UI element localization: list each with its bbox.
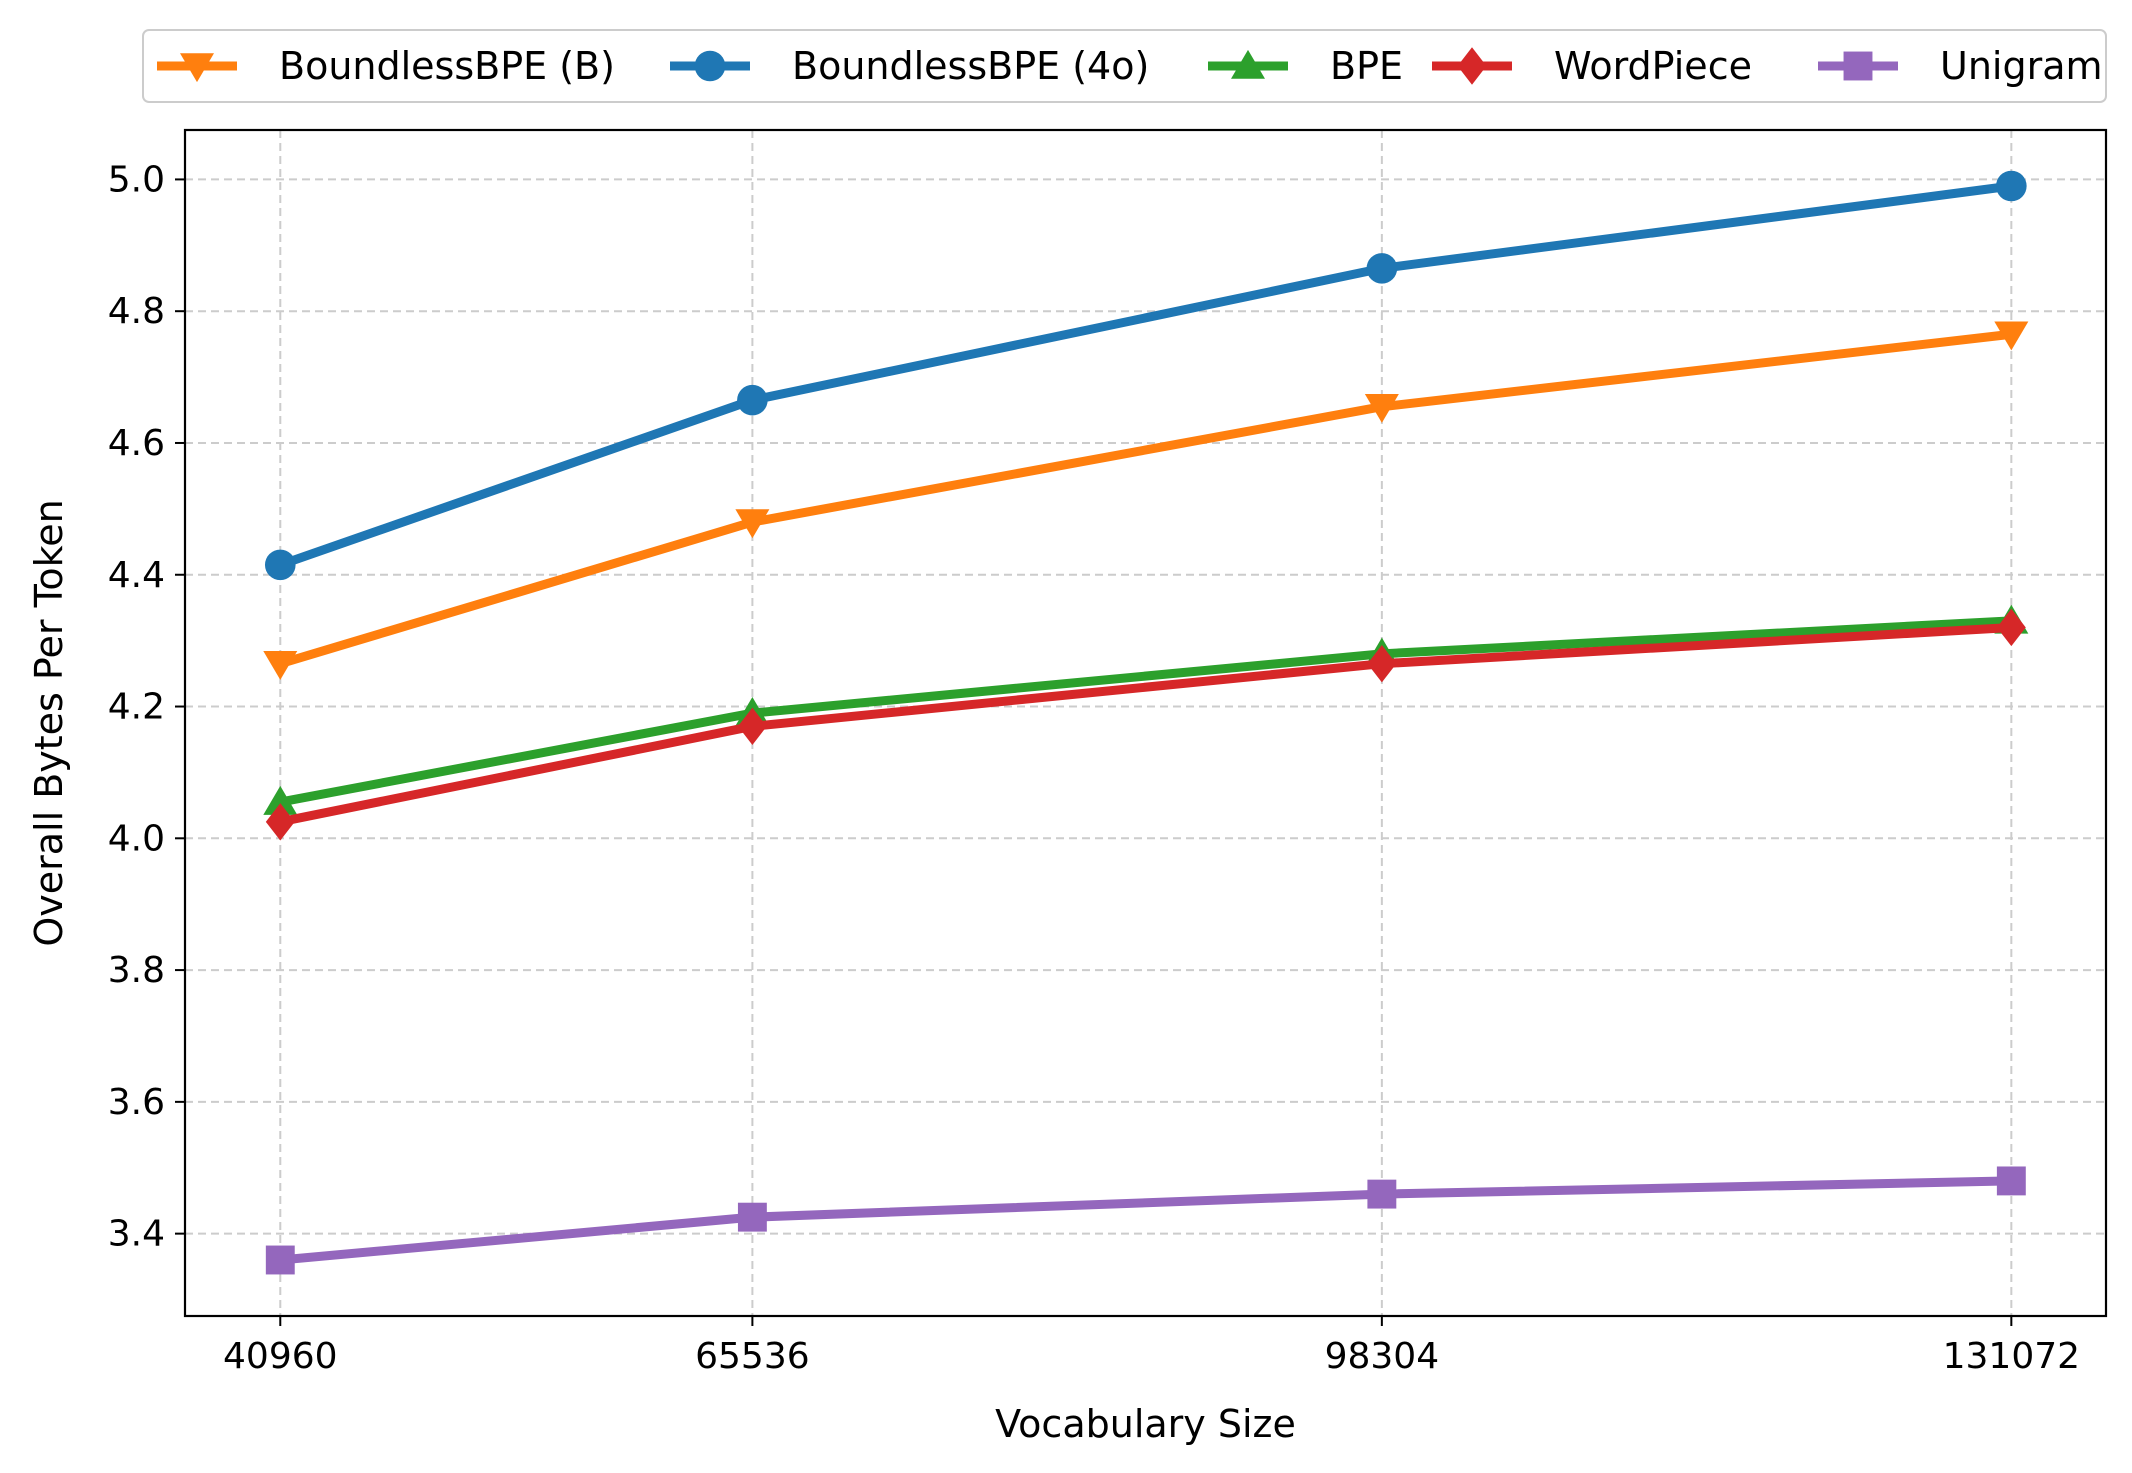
y-tick-label: 4.8 bbox=[108, 291, 165, 332]
legend-marker bbox=[180, 53, 214, 83]
data-point bbox=[265, 1245, 295, 1275]
legend-label: BoundlessBPE (4o) bbox=[792, 44, 1149, 88]
y-tick-label: 3.6 bbox=[108, 1082, 165, 1123]
x-axis-label: Vocabulary Size bbox=[995, 1402, 1296, 1446]
data-point bbox=[737, 1202, 767, 1232]
data-point bbox=[735, 509, 770, 539]
data-point bbox=[737, 384, 768, 416]
data-point bbox=[1996, 170, 2027, 202]
series-line bbox=[275, 1176, 2016, 1265]
legend-marker bbox=[1843, 51, 1873, 81]
legend: BoundlessBPE (B) BoundlessBPE (4o) BPE Word… bbox=[142, 29, 2107, 103]
data-point bbox=[737, 707, 767, 745]
legend-label: Unigram bbox=[1940, 44, 2103, 88]
data-point bbox=[264, 549, 296, 581]
series-boundlessbpe-b bbox=[263, 321, 2029, 680]
y-tick-label: 5.0 bbox=[108, 159, 165, 200]
data-point bbox=[1366, 253, 1398, 284]
data-point bbox=[263, 785, 298, 815]
data-point bbox=[265, 803, 295, 841]
y-tick-label: 4.2 bbox=[108, 687, 165, 728]
legend-marker bbox=[1231, 49, 1265, 79]
data-point bbox=[1996, 608, 2026, 647]
legend-marker bbox=[694, 50, 726, 82]
y-tick-label: 3.8 bbox=[108, 950, 165, 991]
series-line bbox=[275, 616, 2016, 807]
y-tick-label: 3.4 bbox=[108, 1214, 165, 1255]
ticks: 40960 65536 98304 131072 3.4 3.6 3.8 4.0 4.2 4.4 4… bbox=[108, 159, 2080, 1377]
data-point bbox=[1994, 321, 2029, 351]
series-line bbox=[275, 181, 2016, 570]
y-tick-label: 4.0 bbox=[108, 818, 165, 859]
data-point bbox=[1364, 393, 1399, 423]
x-tick-label: 98304 bbox=[1325, 1336, 1440, 1377]
legend-label: BPE bbox=[1330, 44, 1403, 88]
series-layer bbox=[263, 170, 2029, 1275]
y-axis-label: Overall Bytes Per Token bbox=[27, 499, 71, 946]
y-tick-label: 4.6 bbox=[108, 423, 165, 464]
x-tick-label: 131072 bbox=[1943, 1336, 2080, 1377]
data-point bbox=[1996, 1166, 2026, 1196]
series-line bbox=[275, 622, 2016, 827]
data-point bbox=[1367, 645, 1397, 683]
legend-marker bbox=[1457, 47, 1487, 85]
series-boundlessbpe-4o bbox=[264, 170, 2027, 581]
legend-label: BoundlessBPE (B) bbox=[279, 44, 615, 88]
x-tick-label: 65536 bbox=[695, 1336, 810, 1377]
series-unigram bbox=[265, 1166, 2026, 1275]
y-tick-label: 4.4 bbox=[108, 555, 165, 596]
x-tick-label: 40960 bbox=[223, 1336, 338, 1377]
legend-label: WordPiece bbox=[1554, 44, 1752, 88]
data-point bbox=[1367, 1179, 1397, 1209]
series-line bbox=[275, 329, 2016, 669]
plot-frame bbox=[183, 128, 2108, 1318]
data-point bbox=[263, 650, 298, 680]
legend-box bbox=[142, 29, 2107, 103]
series-wordpiece bbox=[265, 608, 2026, 841]
